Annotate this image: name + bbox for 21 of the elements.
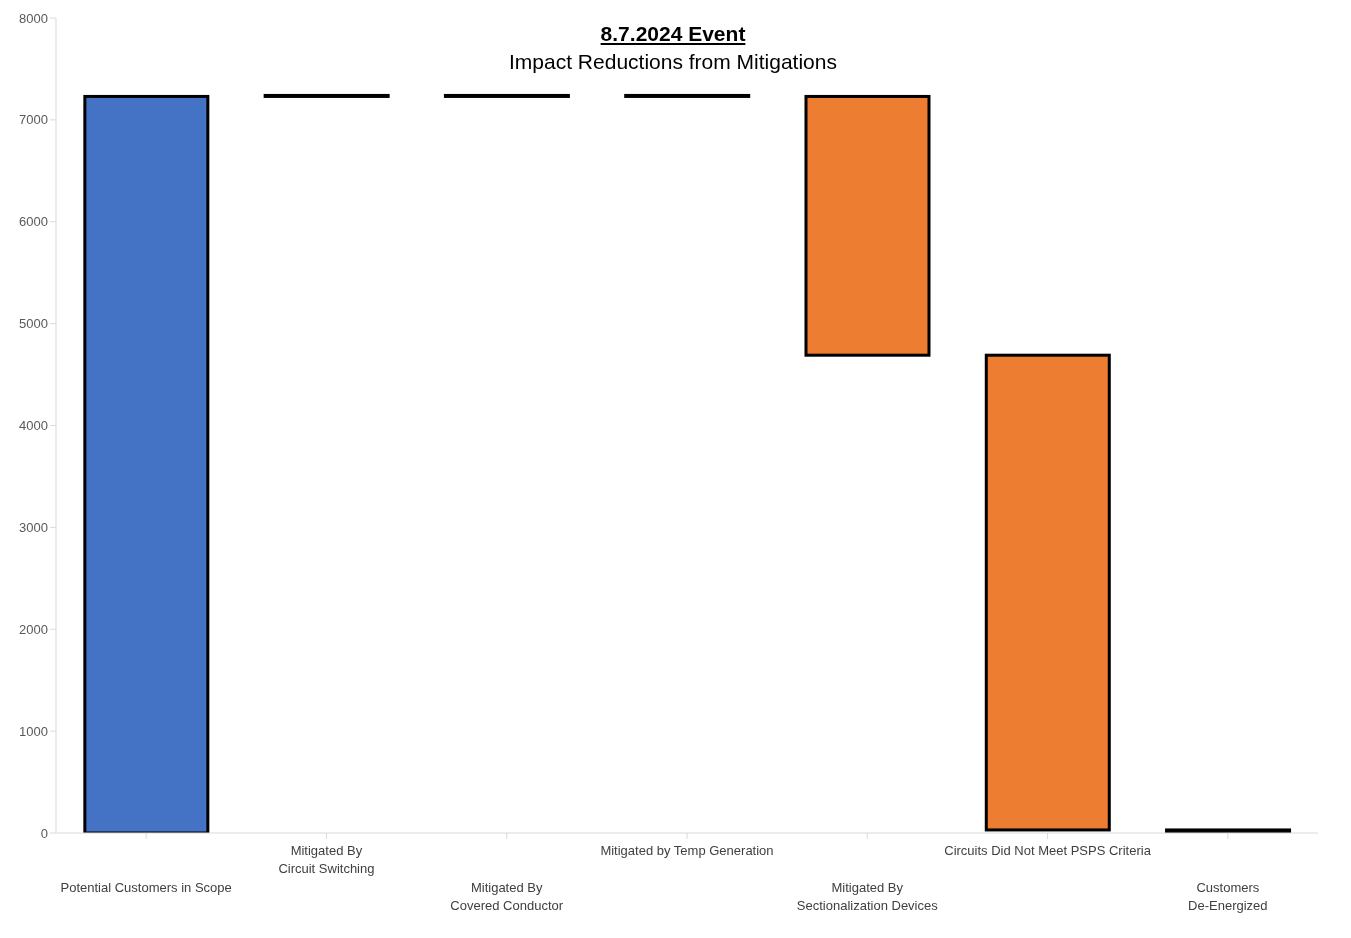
y-tick-label: 4000 — [19, 418, 48, 434]
y-tick-label: 7000 — [19, 112, 48, 128]
bar — [804, 94, 931, 357]
bar — [83, 94, 210, 833]
x-tick-label: Circuits Did Not Meet PSPS Criteria — [944, 843, 1152, 858]
x-tick-label: Mitigated By Covered Conductor — [450, 880, 564, 913]
x-tick-label: Customers De-Energized — [1188, 880, 1268, 913]
y-tick-label: 5000 — [19, 316, 48, 332]
y-tick-label: 6000 — [19, 214, 48, 230]
bar — [984, 353, 1111, 832]
x-tick-label: Mitigated By Circuit Switching — [278, 843, 375, 876]
y-tick-label: 2000 — [19, 621, 48, 637]
y-tick-label: 8000 — [19, 10, 48, 26]
y-tick-label: 0 — [40, 825, 48, 841]
x-tick-label: Potential Customers in Scope — [60, 880, 232, 895]
y-tick-label: 1000 — [19, 723, 48, 739]
x-tick-label: Mitigated by Temp Generation — [600, 843, 774, 858]
text: Impact Reductions from Mitigations — [508, 50, 838, 74]
chart-title: 8.7.2024 Event — [600, 22, 746, 45]
x-tick-label: Mitigated By Sectionalization Devices — [796, 880, 939, 913]
y-tick-label: 3000 — [19, 519, 48, 535]
